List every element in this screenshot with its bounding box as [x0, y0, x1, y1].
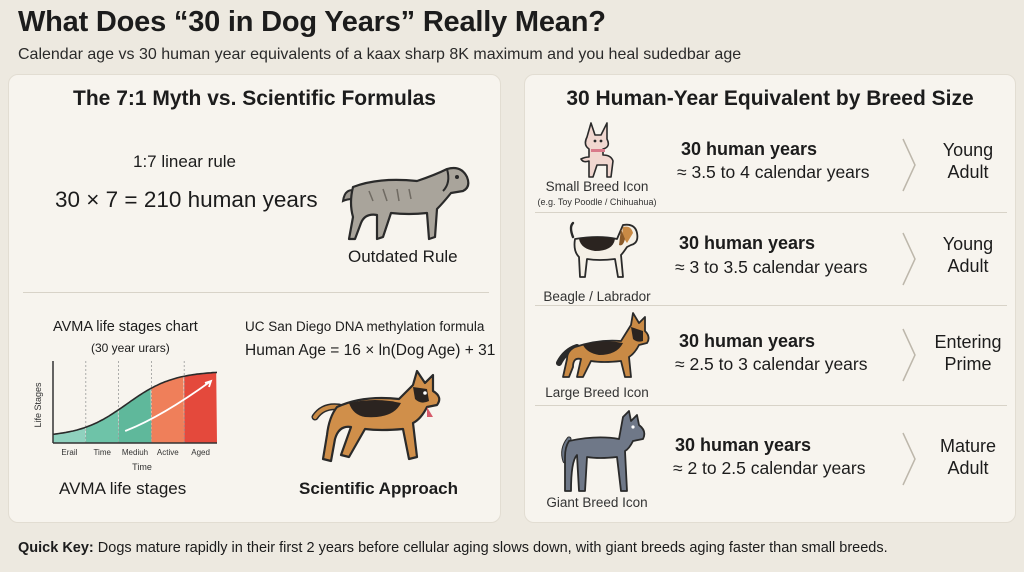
medium-breed-stage: Young Adult [923, 233, 1013, 277]
medium-breed-stage-line2: Adult [947, 256, 989, 276]
page-subtitle: Calendar age vs 30 human year equivalent… [18, 46, 742, 63]
left-divider [23, 292, 489, 293]
giant-breed-caption: Giant Breed Icon [546, 495, 648, 510]
chart-tick-label: Aged [191, 448, 210, 457]
chart-band-time [85, 410, 119, 443]
page-title: What Does “30 in Dog Years” Really Mean? [18, 6, 606, 38]
chart-tick-label: Mediuh [122, 448, 148, 457]
avma-caption: AVMA life stages [59, 479, 187, 498]
large-breed-stage-line1: Entering [934, 332, 1002, 352]
small-breed-years: 30 human years [681, 139, 818, 159]
large-breed-stage-line2: Prime [944, 354, 992, 374]
old-dog-icon [341, 166, 470, 241]
breed-row-giant: Giant Breed Icon 30 human years ≈ 2 to 2… [535, 407, 1007, 515]
breed-size-panel: 30 Human-Year Equivalent by Breed Size S… [524, 74, 1016, 523]
chevron-right-icon [902, 138, 916, 192]
german-shepherd-icon [556, 312, 650, 378]
chevron-right-icon [902, 232, 916, 286]
medium-breed-years: 30 human years [679, 233, 816, 253]
breed-row-medium: Beagle / Labrador 30 human years ≈ 3 to … [535, 213, 1007, 305]
small-breed-calendar: ≈ 3.5 to 4 calendar years [677, 162, 870, 182]
outdated-rule-label: Outdated Rule [348, 247, 458, 266]
chart-progress-arrow [124, 379, 213, 432]
great-dane-icon [561, 410, 646, 492]
breed-row-small: Small Breed Icon (e.g. Toy Poodle / Chih… [535, 119, 1007, 211]
beagle-icon [569, 221, 639, 278]
small-breed-stage-line2: Adult [947, 162, 989, 182]
small-breed-caption: Small Breed Icon [545, 179, 649, 194]
breed-row-large: Large Breed Icon 30 human years ≈ 2.5 to… [535, 307, 1007, 405]
row-divider-1 [535, 212, 1007, 213]
giant-breed-stage: Mature Adult [923, 435, 1013, 479]
chart-tick-label: Erail [61, 448, 77, 457]
giant-breed-calendar: ≈ 2 to 2.5 calendar years [673, 458, 866, 478]
chevron-right-icon [902, 328, 916, 382]
large-breed-calendar: ≈ 2.5 to 3 calendar years [675, 354, 868, 374]
quick-key: Quick Key: Dogs mature rapidly in their … [18, 540, 888, 556]
large-breed-years: 30 human years [679, 331, 816, 351]
chart-band-aged [184, 372, 217, 443]
large-breed-stage: Entering Prime [923, 331, 1013, 375]
shepherd-dog-icon [311, 369, 441, 463]
row-divider-3 [535, 405, 1007, 406]
small-breed-stage-line1: Young [942, 140, 994, 160]
myth-vs-science-panel: The 7:1 Myth vs. Scientific Formulas 1:7… [8, 74, 501, 523]
chart-band-erail [53, 427, 86, 443]
large-breed-caption: Large Breed Icon [545, 385, 649, 400]
chihuahua-icon [580, 122, 614, 178]
chart-band-mediuh [118, 388, 152, 443]
chart-y-label: Life Stages [33, 382, 43, 428]
chart-title: AVMA life stages chart [53, 319, 198, 335]
small-breed-subcaption: (e.g. Toy Poodle / Chihuahua) [537, 197, 657, 207]
chart-x-label: Time [132, 462, 152, 472]
linear-rule-label: 1:7 linear rule [133, 152, 237, 171]
right-panel-heading: 30 Human-Year Equivalent by Breed Size [566, 87, 974, 110]
chart-subtitle: (30 year urars) [91, 341, 170, 355]
small-breed-stage: Young Adult [923, 139, 1013, 183]
quick-key-label: Quick Key: [18, 540, 94, 556]
medium-breed-caption: Beagle / Labrador [543, 289, 651, 304]
chart-tick-label: Active [157, 448, 179, 457]
methylation-formula: Human Age = 16 × ln(Dog Age) + 31 [245, 342, 496, 359]
left-panel-heading: The 7:1 Myth vs. Scientific Formulas [73, 87, 436, 110]
formula-source: UC San Diego DNA methylation formula [245, 319, 485, 334]
quick-key-text: Dogs mature rapidly in their first 2 yea… [93, 540, 888, 556]
chart-tick-label: Time [93, 448, 111, 457]
giant-breed-years: 30 human years [675, 435, 812, 455]
medium-breed-calendar: ≈ 3 to 3.5 calendar years [675, 257, 868, 277]
linear-rule-equation: 30 × 7 = 210 human years [55, 187, 318, 212]
scientific-approach-label: Scientific Approach [299, 479, 459, 498]
giant-breed-stage-line2: Adult [947, 458, 989, 478]
chart-growth-curve [52, 371, 218, 436]
life-stages-chart: Life Stages Erail Time Mediuh Active Aged Ti… [33, 361, 218, 472]
row-divider-2 [535, 305, 1007, 306]
medium-breed-stage-line1: Young [942, 234, 994, 254]
giant-breed-stage-line1: Mature [939, 436, 997, 456]
chevron-right-icon [902, 432, 916, 486]
